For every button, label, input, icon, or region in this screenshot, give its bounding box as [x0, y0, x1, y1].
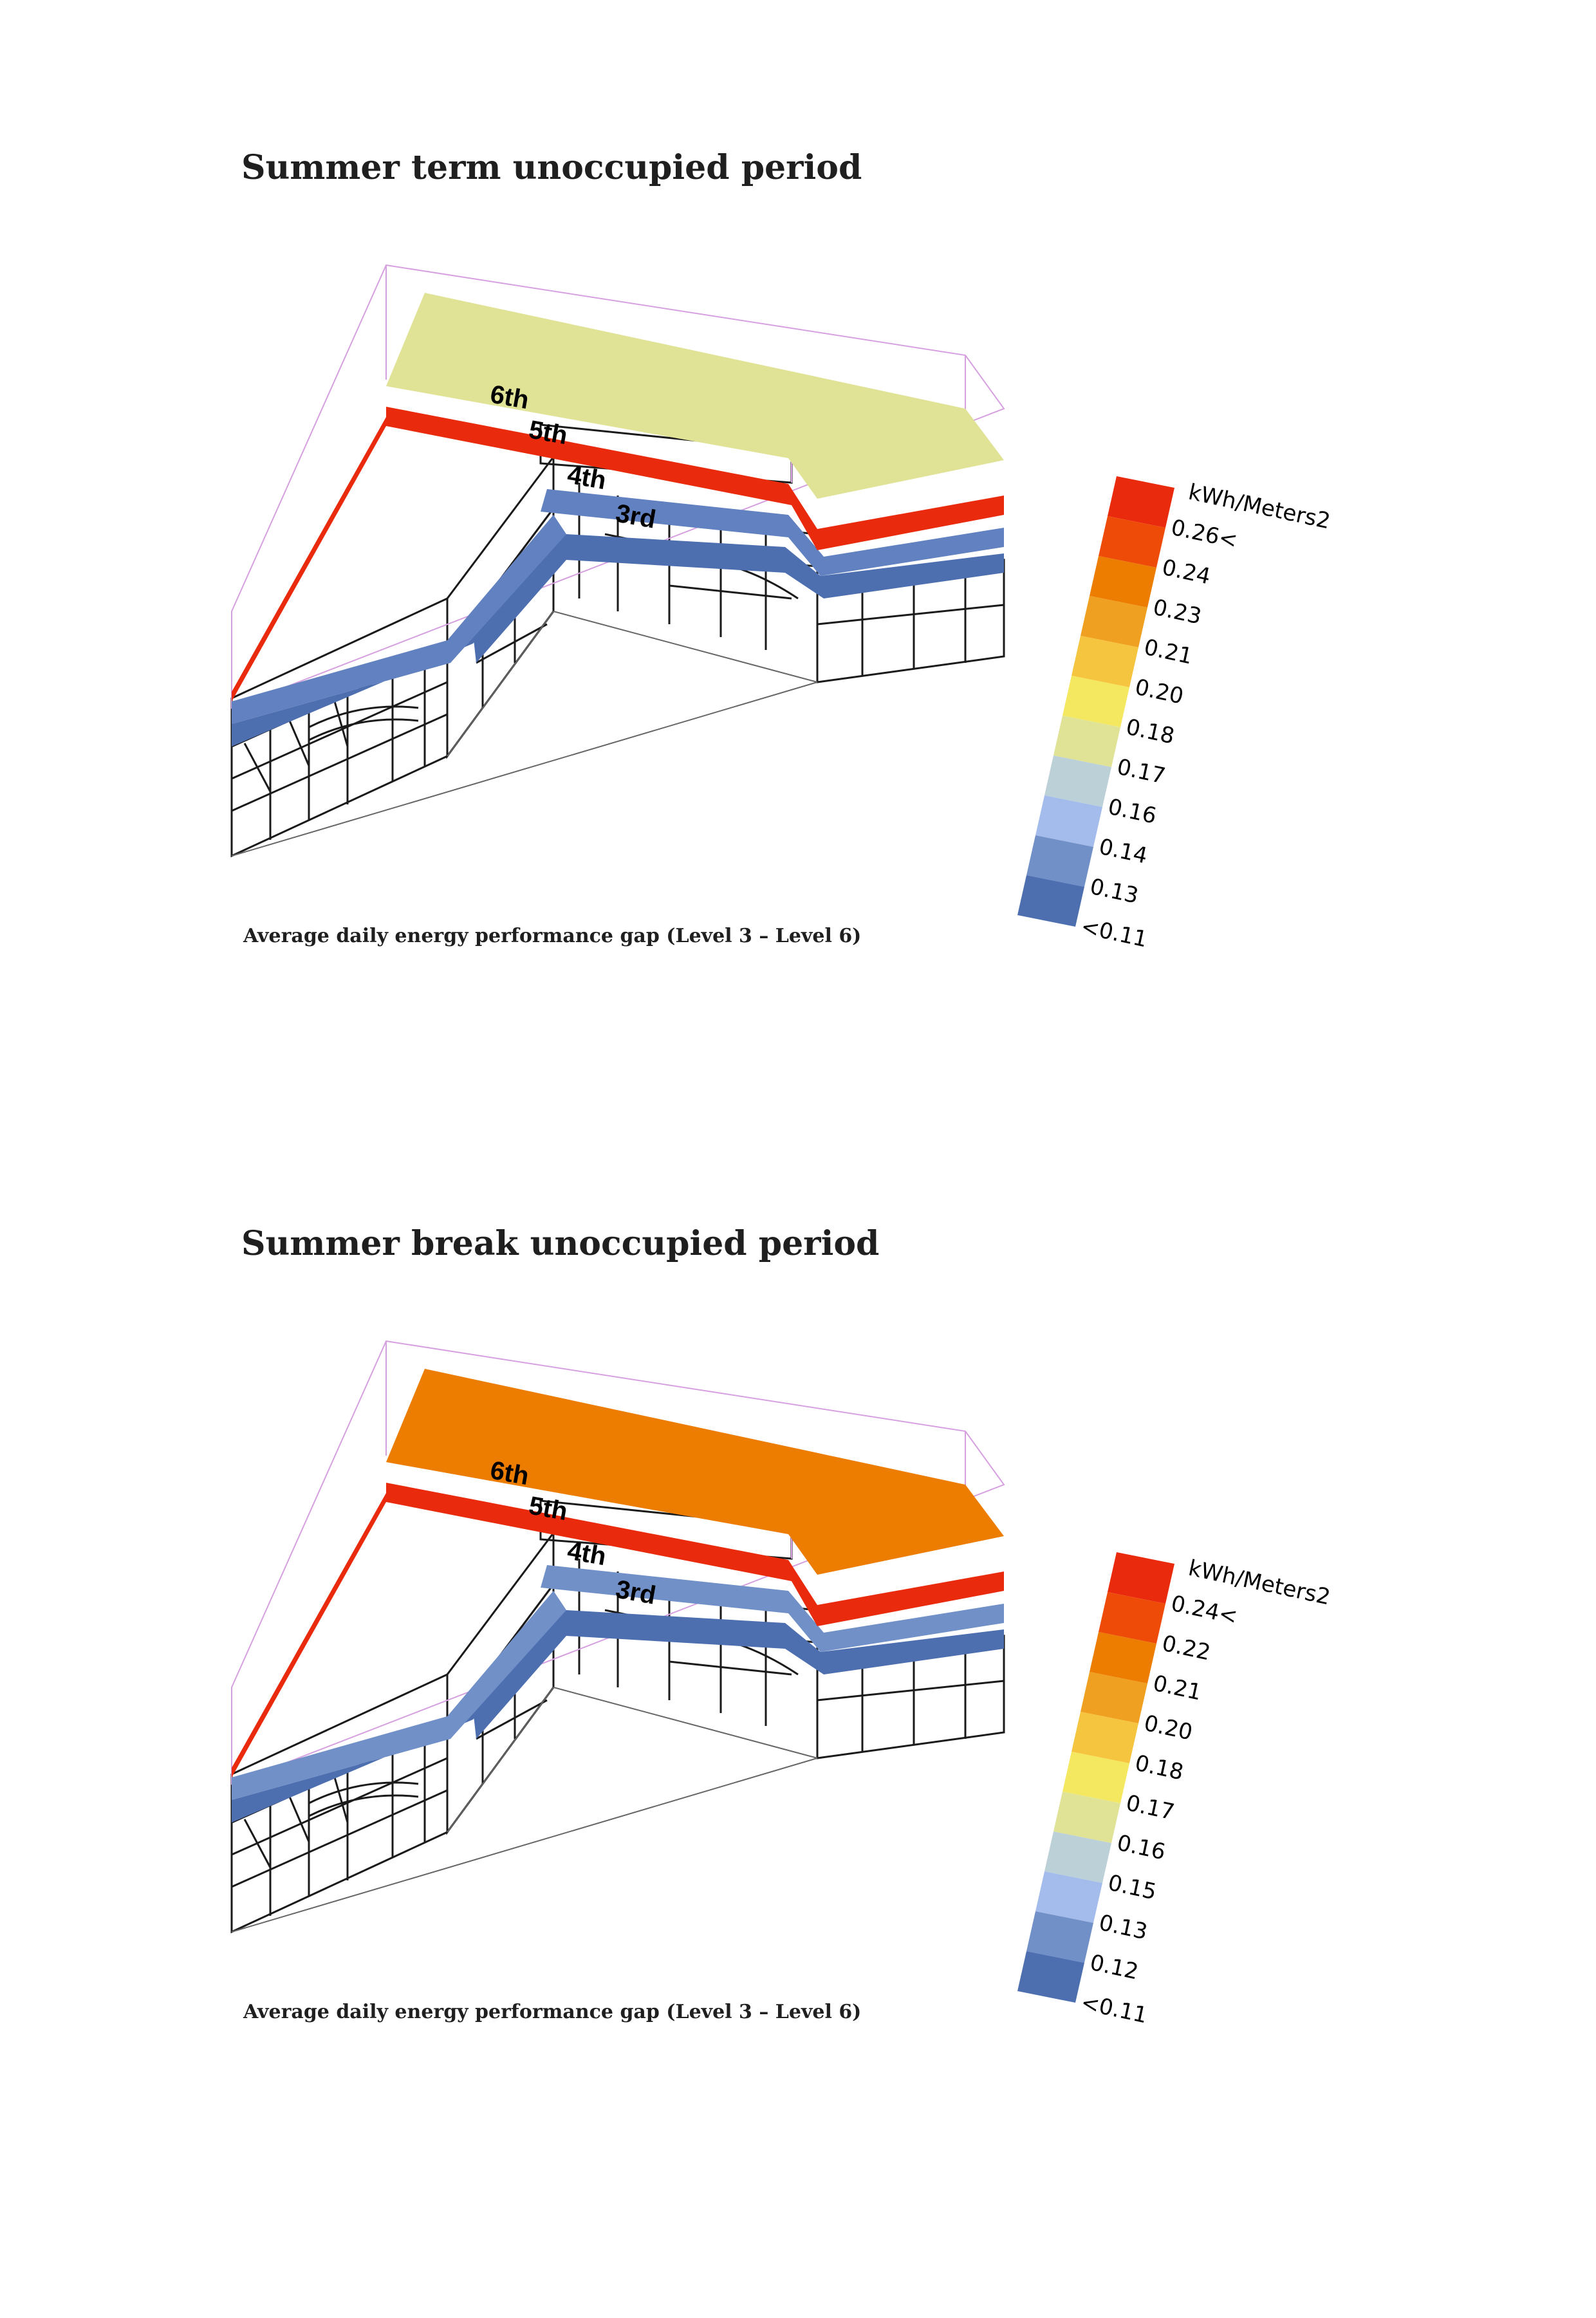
legend-swatch [1044, 1831, 1111, 1883]
legend-label: <0.11 [1079, 1990, 1149, 2029]
legend-label: 0.20 [1142, 1711, 1194, 1746]
floor-slab-lshape [232, 1610, 566, 1822]
legend-swatch [1053, 716, 1120, 767]
floor-label-4th: 4th [565, 461, 608, 496]
legend-label: 0.14 [1097, 834, 1149, 869]
legend-swatch [1081, 596, 1147, 647]
legend-swatch [1017, 875, 1084, 927]
floor-slab-4th-left [232, 1591, 566, 1800]
legend-label: 0.16 [1106, 794, 1158, 830]
footprint-outline [231, 1687, 818, 1933]
floor-slab-4th [541, 489, 1004, 576]
legend-label: 0.24 [1160, 555, 1212, 590]
panel-summer-term: Summer term unoccupied period [0, 148, 1596, 1242]
legend-swatch [1072, 636, 1138, 687]
floor-slab-3rd [473, 534, 1004, 663]
legend-swatch [1017, 1951, 1084, 2003]
legend-label: 0.13 [1097, 1910, 1149, 1945]
panel-title: Summer break unoccupied period [241, 1224, 880, 1263]
legend-label: 0.26< [1169, 515, 1239, 554]
legend-swatch [1062, 676, 1129, 727]
building-diagram: 6th 5th 4th 3rd kWh/Meters20.26<0.240.23… [230, 264, 1333, 952]
legend-label: 0.18 [1133, 1750, 1185, 1786]
floor-label-5th: 5th [526, 416, 570, 450]
legend-label: 0.21 [1151, 1671, 1203, 1706]
legend: kWh/Meters20.26<0.240.230.210.200.180.17… [1017, 476, 1333, 952]
floor-slab-5th [386, 1483, 1004, 1626]
legend-label: 0.15 [1106, 1870, 1158, 1905]
legend-label: 0.17 [1115, 754, 1167, 790]
legend-swatch [1035, 795, 1102, 847]
legend-swatch [1081, 1672, 1147, 1723]
legend-swatch [1035, 1871, 1102, 1923]
legend-swatch [1072, 1712, 1138, 1763]
panel-caption: Average daily energy performance gap (Le… [243, 2001, 862, 2023]
legend-label: <0.11 [1079, 914, 1149, 953]
legend-label: 0.17 [1124, 1790, 1176, 1826]
floor-slab-6th [386, 293, 1004, 499]
legend-label: 0.23 [1151, 595, 1203, 630]
floor-slab-5th [386, 407, 1004, 550]
legend-label: 0.18 [1124, 714, 1176, 750]
floor-slab-5th-left [232, 417, 386, 701]
legend-label: 0.12 [1088, 1950, 1140, 1985]
legend-swatch [1099, 1592, 1165, 1644]
legend-label: 0.20 [1133, 674, 1185, 710]
floor-slab-4th-left [232, 515, 566, 724]
legend-swatch [1108, 476, 1174, 528]
floor-label-6th: 6th [488, 380, 531, 415]
floor-label-6th: 6th [488, 1456, 531, 1491]
legend-label: 0.24< [1169, 1591, 1239, 1630]
floor-slab-lshape [232, 534, 566, 746]
legend-swatch [1108, 1552, 1174, 1604]
panel-caption: Average daily energy performance gap (Le… [243, 925, 862, 947]
legend-swatch [1026, 835, 1093, 887]
floor-label-4th: 4th [565, 1537, 608, 1572]
legend-label: 0.13 [1088, 874, 1140, 909]
legend-swatch [1090, 556, 1156, 607]
panel-title: Summer term unoccupied period [241, 148, 862, 187]
floor-slab-3rd [473, 1610, 1004, 1739]
floor-slab-4th [541, 1565, 1004, 1652]
floor-label-3rd: 3rd [613, 1575, 658, 1610]
legend-swatch [1044, 756, 1111, 807]
legend-swatch [1053, 1792, 1120, 1843]
legend: kWh/Meters20.24<0.220.210.200.180.170.16… [1017, 1552, 1333, 2028]
building-diagram: 6th 5th 4th 3rd kWh/Meters20.24<0.220.21… [230, 1340, 1333, 2028]
floor-label-5th: 5th [526, 1492, 570, 1526]
floor-label-3rd: 3rd [613, 499, 658, 534]
legend-label: 0.21 [1142, 635, 1194, 670]
panel-summer-break: Summer break unoccupied period [0, 1224, 1596, 2318]
floor-slab-5th-left [232, 1493, 386, 1777]
legend-label: 0.16 [1115, 1830, 1167, 1866]
floor-slab-6th [386, 1369, 1004, 1575]
legend-swatch [1026, 1911, 1093, 1963]
legend-label: 0.22 [1160, 1631, 1212, 1666]
legend-swatch [1062, 1752, 1129, 1803]
legend-swatch [1090, 1632, 1156, 1683]
footprint-outline [231, 611, 818, 857]
legend-swatch [1099, 516, 1165, 568]
